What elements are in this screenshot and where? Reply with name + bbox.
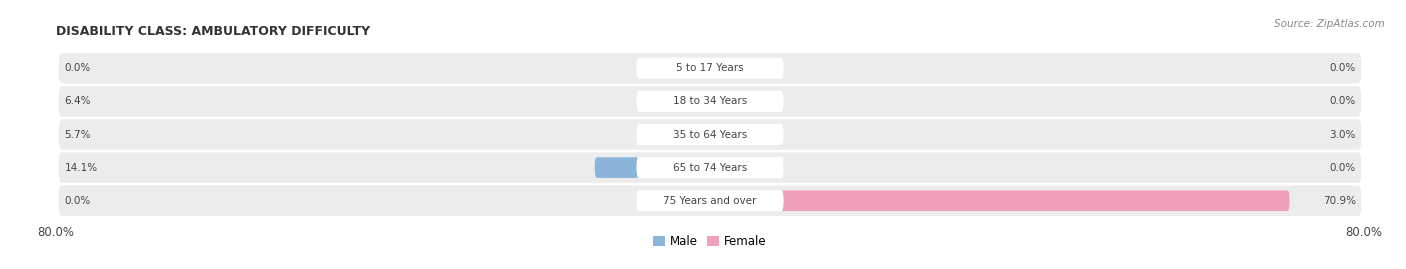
FancyBboxPatch shape xyxy=(664,124,710,145)
Text: 14.1%: 14.1% xyxy=(65,162,97,173)
Text: 3.0%: 3.0% xyxy=(1329,129,1355,140)
Text: 70.9%: 70.9% xyxy=(1323,196,1355,206)
FancyBboxPatch shape xyxy=(682,190,710,211)
Text: 6.4%: 6.4% xyxy=(65,96,91,107)
FancyBboxPatch shape xyxy=(59,53,1361,83)
FancyBboxPatch shape xyxy=(637,58,783,79)
FancyBboxPatch shape xyxy=(637,91,783,112)
FancyBboxPatch shape xyxy=(595,157,710,178)
Text: 0.0%: 0.0% xyxy=(1330,63,1355,73)
FancyBboxPatch shape xyxy=(710,190,1289,211)
Text: 65 to 74 Years: 65 to 74 Years xyxy=(673,162,747,173)
Text: DISABILITY CLASS: AMBULATORY DIFFICULTY: DISABILITY CLASS: AMBULATORY DIFFICULTY xyxy=(56,24,370,38)
Text: 5 to 17 Years: 5 to 17 Years xyxy=(676,63,744,73)
FancyBboxPatch shape xyxy=(637,124,783,145)
FancyBboxPatch shape xyxy=(59,152,1361,183)
Text: 0.0%: 0.0% xyxy=(1330,96,1355,107)
FancyBboxPatch shape xyxy=(710,124,734,145)
FancyBboxPatch shape xyxy=(658,91,710,112)
FancyBboxPatch shape xyxy=(710,157,738,178)
Text: 35 to 64 Years: 35 to 64 Years xyxy=(673,129,747,140)
Text: 75 Years and over: 75 Years and over xyxy=(664,196,756,206)
Text: Source: ZipAtlas.com: Source: ZipAtlas.com xyxy=(1274,19,1385,29)
FancyBboxPatch shape xyxy=(59,119,1361,150)
FancyBboxPatch shape xyxy=(59,86,1361,117)
Text: 5.7%: 5.7% xyxy=(65,129,91,140)
FancyBboxPatch shape xyxy=(682,58,710,79)
FancyBboxPatch shape xyxy=(59,186,1361,216)
FancyBboxPatch shape xyxy=(637,190,783,211)
Text: 0.0%: 0.0% xyxy=(65,63,90,73)
Legend: Male, Female: Male, Female xyxy=(648,230,772,253)
Text: 0.0%: 0.0% xyxy=(65,196,90,206)
FancyBboxPatch shape xyxy=(710,91,738,112)
Text: 0.0%: 0.0% xyxy=(1330,162,1355,173)
Text: 18 to 34 Years: 18 to 34 Years xyxy=(673,96,747,107)
FancyBboxPatch shape xyxy=(710,58,738,79)
FancyBboxPatch shape xyxy=(637,157,783,178)
